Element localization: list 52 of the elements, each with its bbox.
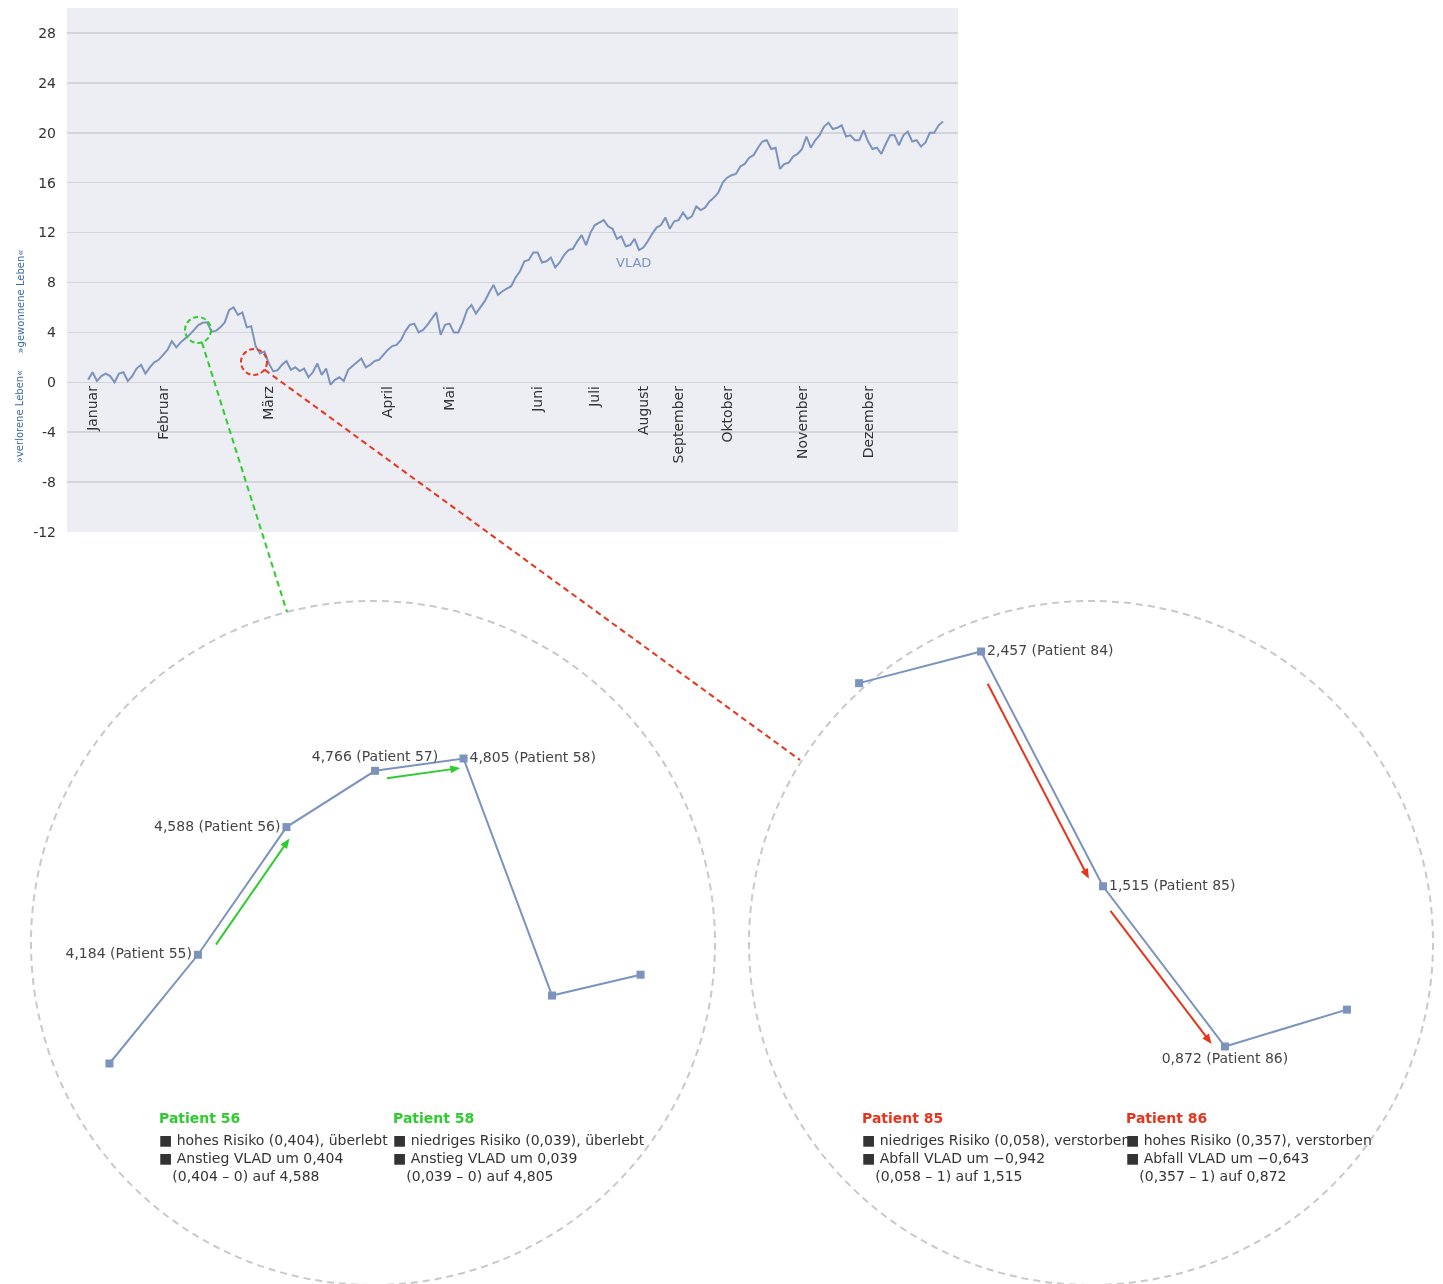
y-tick-label: -4 xyxy=(42,424,57,441)
line-series xyxy=(87,120,945,386)
x-tick-label: November xyxy=(793,385,810,459)
series-label: VLAD xyxy=(616,255,652,270)
x-tick-label: April xyxy=(379,386,396,419)
point xyxy=(459,754,468,763)
text: Patient 86 xyxy=(1126,1110,1208,1126)
x-tick-label: Mai xyxy=(441,386,458,411)
y-tick-label: 24 xyxy=(38,74,57,91)
data-label: 2,457 (Patient 84) xyxy=(987,642,1114,658)
point xyxy=(636,970,645,979)
point xyxy=(1220,1042,1229,1051)
x-tick-label: März xyxy=(260,386,277,420)
point xyxy=(977,647,986,656)
x-tick-label: Oktober xyxy=(718,385,735,443)
data-label: 4,184 (Patient 55) xyxy=(65,945,192,962)
y-tick-label: 4 xyxy=(47,324,57,341)
y-tick-label: 20 xyxy=(38,124,56,141)
y-tick-label: -12 xyxy=(33,523,56,540)
point xyxy=(282,823,291,832)
data-label: 4,766 (Patient 57) xyxy=(311,748,439,765)
y-tick-label: 16 xyxy=(38,174,57,191)
x-tick-label: Januar xyxy=(84,385,101,432)
text: »verlorene Leben« xyxy=(14,369,25,463)
text: ■ niedriges Risiko (0,039), überlebt ■ Anstieg VLAD um 0,039 (0,039 – 0) auf 4,805 xyxy=(393,1132,645,1185)
data-label: 4,588 (Patient 56) xyxy=(154,817,281,834)
point xyxy=(105,1059,114,1068)
y-tick-label: 0 xyxy=(47,374,56,391)
text: Patient 56 xyxy=(159,1110,241,1126)
point xyxy=(371,766,379,775)
data-label: 4,805 (Patient 58) xyxy=(469,749,596,765)
text: »gewonnene Leben« xyxy=(14,249,26,354)
data-label: 1,515 (Patient 85) xyxy=(1109,876,1236,893)
point xyxy=(193,950,202,959)
point xyxy=(855,679,864,688)
x-tick-label: August xyxy=(634,385,651,436)
x-tick-label: Dezember xyxy=(859,385,876,459)
data-label: 0,872 (Patient 86) xyxy=(1161,1050,1289,1066)
y-tick-label: 8 xyxy=(47,274,56,291)
point xyxy=(1099,882,1107,891)
text: Patient 85 xyxy=(862,1110,944,1126)
point xyxy=(548,991,557,1000)
x-tick-label: Juli xyxy=(586,386,603,408)
x-tick-label: September xyxy=(670,385,687,464)
text: Patient 58 xyxy=(393,1110,475,1126)
text: ■ hohes Risiko (0,404), überlebt ■ Anstieg VLAD um 0,404 (0,404 – 0) auf 4,588 xyxy=(159,1132,389,1185)
y-tick-label: 12 xyxy=(38,224,56,241)
x-tick-label: Juni xyxy=(529,386,546,413)
point xyxy=(1342,1005,1351,1014)
y-tick-label: 28 xyxy=(38,24,56,41)
y-tick-label: -8 xyxy=(42,474,56,490)
x-tick-label: Februar xyxy=(154,385,171,440)
